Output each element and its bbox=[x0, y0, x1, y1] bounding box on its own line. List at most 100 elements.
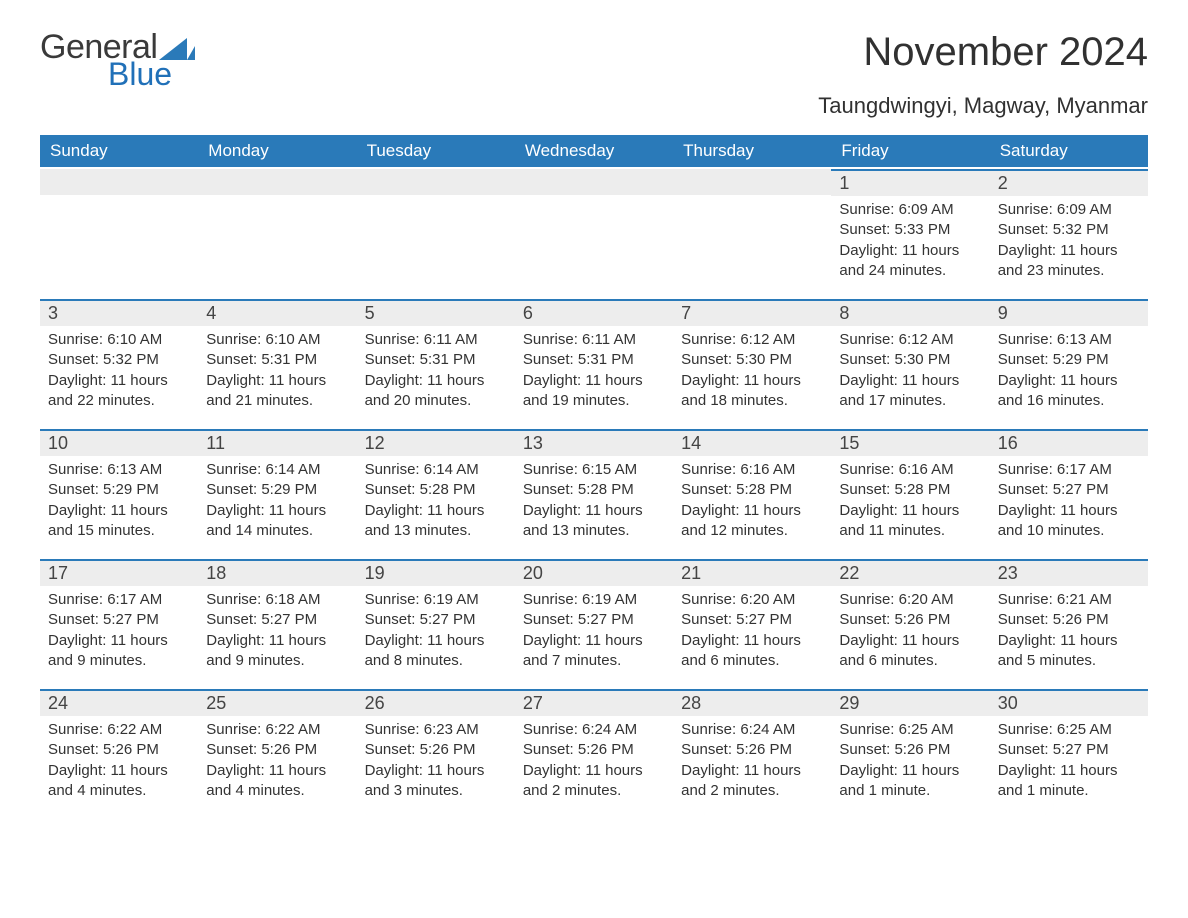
day-details: Sunrise: 6:12 AMSunset: 5:30 PMDaylight:… bbox=[831, 326, 989, 419]
day-details: Sunrise: 6:11 AMSunset: 5:31 PMDaylight:… bbox=[357, 326, 515, 419]
sunrise-text: Sunrise: 6:24 AM bbox=[681, 720, 823, 740]
dow-thursday: Thursday bbox=[673, 135, 831, 167]
calendar-day: 6Sunrise: 6:11 AMSunset: 5:31 PMDaylight… bbox=[515, 299, 673, 427]
sunset-text: Sunset: 5:28 PM bbox=[365, 480, 507, 500]
sunset-text: Sunset: 5:31 PM bbox=[523, 350, 665, 370]
day-number: 11 bbox=[198, 429, 356, 456]
day-details: Sunrise: 6:25 AMSunset: 5:27 PMDaylight:… bbox=[990, 716, 1148, 809]
daylight-text: Daylight: 11 hours and 17 minutes. bbox=[839, 371, 981, 412]
day-number: 3 bbox=[40, 299, 198, 326]
sunset-text: Sunset: 5:29 PM bbox=[48, 480, 190, 500]
daylight-text: Daylight: 11 hours and 2 minutes. bbox=[523, 761, 665, 802]
day-details: Sunrise: 6:19 AMSunset: 5:27 PMDaylight:… bbox=[515, 586, 673, 679]
daylight-text: Daylight: 11 hours and 9 minutes. bbox=[48, 631, 190, 672]
daylight-text: Daylight: 11 hours and 19 minutes. bbox=[523, 371, 665, 412]
daylight-text: Daylight: 11 hours and 20 minutes. bbox=[365, 371, 507, 412]
sunset-text: Sunset: 5:26 PM bbox=[998, 610, 1140, 630]
day-details: Sunrise: 6:18 AMSunset: 5:27 PMDaylight:… bbox=[198, 586, 356, 679]
day-details: Sunrise: 6:13 AMSunset: 5:29 PMDaylight:… bbox=[40, 456, 198, 549]
day-number: 19 bbox=[357, 559, 515, 586]
day-number: 26 bbox=[357, 689, 515, 716]
sunset-text: Sunset: 5:27 PM bbox=[48, 610, 190, 630]
day-number: 6 bbox=[515, 299, 673, 326]
calendar-day: 5Sunrise: 6:11 AMSunset: 5:31 PMDaylight… bbox=[357, 299, 515, 427]
daylight-text: Daylight: 11 hours and 4 minutes. bbox=[206, 761, 348, 802]
sunrise-text: Sunrise: 6:22 AM bbox=[206, 720, 348, 740]
calendar-day: 8Sunrise: 6:12 AMSunset: 5:30 PMDaylight… bbox=[831, 299, 989, 427]
calendar-day: 3Sunrise: 6:10 AMSunset: 5:32 PMDaylight… bbox=[40, 299, 198, 427]
sunrise-text: Sunrise: 6:16 AM bbox=[839, 460, 981, 480]
sunset-text: Sunset: 5:30 PM bbox=[839, 350, 981, 370]
sunrise-text: Sunrise: 6:15 AM bbox=[523, 460, 665, 480]
sunset-text: Sunset: 5:27 PM bbox=[998, 740, 1140, 760]
sunset-text: Sunset: 5:29 PM bbox=[998, 350, 1140, 370]
day-number: 8 bbox=[831, 299, 989, 326]
sunrise-text: Sunrise: 6:13 AM bbox=[998, 330, 1140, 350]
page-header: General Blue November 2024 Taungdwingyi,… bbox=[40, 30, 1148, 129]
sunrise-text: Sunrise: 6:12 AM bbox=[681, 330, 823, 350]
day-number: 1 bbox=[831, 169, 989, 196]
day-number: 13 bbox=[515, 429, 673, 456]
day-number: 28 bbox=[673, 689, 831, 716]
day-number: 16 bbox=[990, 429, 1148, 456]
daylight-text: Daylight: 11 hours and 24 minutes. bbox=[839, 241, 981, 282]
daylight-text: Daylight: 11 hours and 2 minutes. bbox=[681, 761, 823, 802]
daylight-text: Daylight: 11 hours and 1 minute. bbox=[998, 761, 1140, 802]
daylight-text: Daylight: 11 hours and 13 minutes. bbox=[365, 501, 507, 542]
calendar-day: 17Sunrise: 6:17 AMSunset: 5:27 PMDayligh… bbox=[40, 559, 198, 687]
day-details: Sunrise: 6:10 AMSunset: 5:31 PMDaylight:… bbox=[198, 326, 356, 419]
calendar-day: 25Sunrise: 6:22 AMSunset: 5:26 PMDayligh… bbox=[198, 689, 356, 817]
daylight-text: Daylight: 11 hours and 4 minutes. bbox=[48, 761, 190, 802]
day-details: Sunrise: 6:17 AMSunset: 5:27 PMDaylight:… bbox=[990, 456, 1148, 549]
sunrise-text: Sunrise: 6:24 AM bbox=[523, 720, 665, 740]
calendar-week: 3Sunrise: 6:10 AMSunset: 5:32 PMDaylight… bbox=[40, 299, 1148, 427]
calendar-empty-cell bbox=[198, 169, 356, 297]
sunset-text: Sunset: 5:26 PM bbox=[365, 740, 507, 760]
calendar-day: 13Sunrise: 6:15 AMSunset: 5:28 PMDayligh… bbox=[515, 429, 673, 557]
sunset-text: Sunset: 5:32 PM bbox=[48, 350, 190, 370]
sunrise-text: Sunrise: 6:11 AM bbox=[523, 330, 665, 350]
sunset-text: Sunset: 5:27 PM bbox=[523, 610, 665, 630]
daylight-text: Daylight: 11 hours and 21 minutes. bbox=[206, 371, 348, 412]
month-title: November 2024 bbox=[818, 30, 1148, 75]
sunrise-text: Sunrise: 6:09 AM bbox=[839, 200, 981, 220]
day-number: 27 bbox=[515, 689, 673, 716]
calendar-week: 10Sunrise: 6:13 AMSunset: 5:29 PMDayligh… bbox=[40, 429, 1148, 557]
calendar-week: 1Sunrise: 6:09 AMSunset: 5:33 PMDaylight… bbox=[40, 169, 1148, 297]
sunrise-text: Sunrise: 6:25 AM bbox=[998, 720, 1140, 740]
day-number: 15 bbox=[831, 429, 989, 456]
sunrise-text: Sunrise: 6:22 AM bbox=[48, 720, 190, 740]
day-number: 12 bbox=[357, 429, 515, 456]
day-number: 9 bbox=[990, 299, 1148, 326]
sunrise-text: Sunrise: 6:25 AM bbox=[839, 720, 981, 740]
day-details: Sunrise: 6:11 AMSunset: 5:31 PMDaylight:… bbox=[515, 326, 673, 419]
day-number: 18 bbox=[198, 559, 356, 586]
day-number: 21 bbox=[673, 559, 831, 586]
calendar-empty-cell bbox=[673, 169, 831, 297]
calendar-day: 27Sunrise: 6:24 AMSunset: 5:26 PMDayligh… bbox=[515, 689, 673, 817]
sunrise-text: Sunrise: 6:16 AM bbox=[681, 460, 823, 480]
day-details: Sunrise: 6:10 AMSunset: 5:32 PMDaylight:… bbox=[40, 326, 198, 419]
calendar-empty-cell bbox=[40, 169, 198, 297]
day-number: 7 bbox=[673, 299, 831, 326]
sunset-text: Sunset: 5:26 PM bbox=[839, 610, 981, 630]
daylight-text: Daylight: 11 hours and 1 minute. bbox=[839, 761, 981, 802]
calendar-day: 30Sunrise: 6:25 AMSunset: 5:27 PMDayligh… bbox=[990, 689, 1148, 817]
daylight-text: Daylight: 11 hours and 6 minutes. bbox=[681, 631, 823, 672]
day-details: Sunrise: 6:24 AMSunset: 5:26 PMDaylight:… bbox=[515, 716, 673, 809]
sunrise-text: Sunrise: 6:20 AM bbox=[681, 590, 823, 610]
calendar-day: 10Sunrise: 6:13 AMSunset: 5:29 PMDayligh… bbox=[40, 429, 198, 557]
day-number: 17 bbox=[40, 559, 198, 586]
daylight-text: Daylight: 11 hours and 11 minutes. bbox=[839, 501, 981, 542]
weeks-container: 1Sunrise: 6:09 AMSunset: 5:33 PMDaylight… bbox=[40, 169, 1148, 817]
calendar-week: 17Sunrise: 6:17 AMSunset: 5:27 PMDayligh… bbox=[40, 559, 1148, 687]
daylight-text: Daylight: 11 hours and 12 minutes. bbox=[681, 501, 823, 542]
day-details: Sunrise: 6:24 AMSunset: 5:26 PMDaylight:… bbox=[673, 716, 831, 809]
sunrise-text: Sunrise: 6:18 AM bbox=[206, 590, 348, 610]
day-details: Sunrise: 6:20 AMSunset: 5:27 PMDaylight:… bbox=[673, 586, 831, 679]
sunrise-text: Sunrise: 6:20 AM bbox=[839, 590, 981, 610]
sunset-text: Sunset: 5:26 PM bbox=[523, 740, 665, 760]
daylight-text: Daylight: 11 hours and 3 minutes. bbox=[365, 761, 507, 802]
sunrise-text: Sunrise: 6:14 AM bbox=[206, 460, 348, 480]
sunset-text: Sunset: 5:28 PM bbox=[839, 480, 981, 500]
